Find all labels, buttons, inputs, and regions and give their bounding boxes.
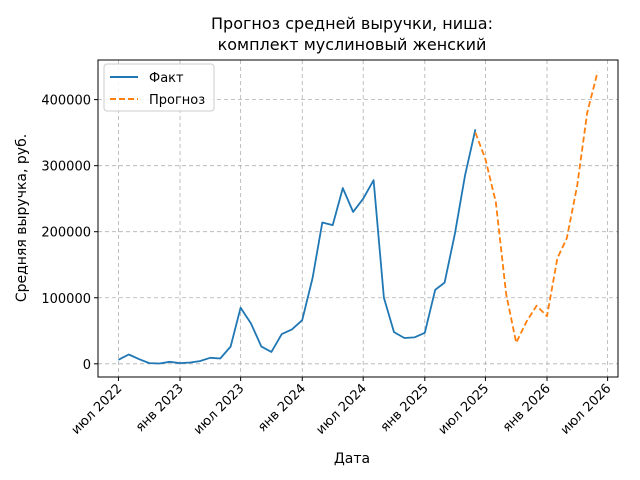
grid <box>98 60 618 377</box>
x-tick-label: янв 2025 <box>378 381 432 435</box>
chart-title-line-1: Прогноз средней выручки, ниша: <box>211 14 493 33</box>
x-tick-label: июл 2025 <box>436 381 493 438</box>
chart-title-line-2: комплект муслиновый женский <box>218 35 487 54</box>
y-tick-label: 100000 <box>41 292 91 307</box>
legend-label-forecast: Прогноз <box>149 93 205 108</box>
y-tick-label: 300000 <box>41 160 91 175</box>
x-tick-label: янв 2023 <box>133 381 187 435</box>
series-layer <box>117 71 599 365</box>
x-tick-label: янв 2026 <box>500 381 554 435</box>
x-tick-label: июл 2023 <box>191 381 248 438</box>
y-tick-label: 0 <box>83 358 91 373</box>
x-axis-label: Дата <box>334 451 370 467</box>
x-tick-label: янв 2024 <box>255 381 309 435</box>
y-axis-label: Средняя выручка, руб. <box>14 134 30 302</box>
y-tick-label: 400000 <box>41 94 91 109</box>
y-tick-label: 200000 <box>41 226 91 241</box>
y-axis: 0 100000 200000 300000 400000 <box>41 94 98 373</box>
series-line-fact <box>117 129 477 365</box>
legend-label-fact: Факт <box>149 71 184 86</box>
series-line-forecast <box>474 71 599 344</box>
x-tick-label: июл 2026 <box>558 381 615 438</box>
x-tick-label: июл 2024 <box>314 381 371 438</box>
x-tick-label: июл 2022 <box>69 381 126 438</box>
x-axis: июл 2022 янв 2023 июл 2023 янв 2024 июл 2024… <box>69 377 615 438</box>
plot-frame <box>97 59 619 378</box>
legend: Факт Прогноз <box>103 63 215 112</box>
